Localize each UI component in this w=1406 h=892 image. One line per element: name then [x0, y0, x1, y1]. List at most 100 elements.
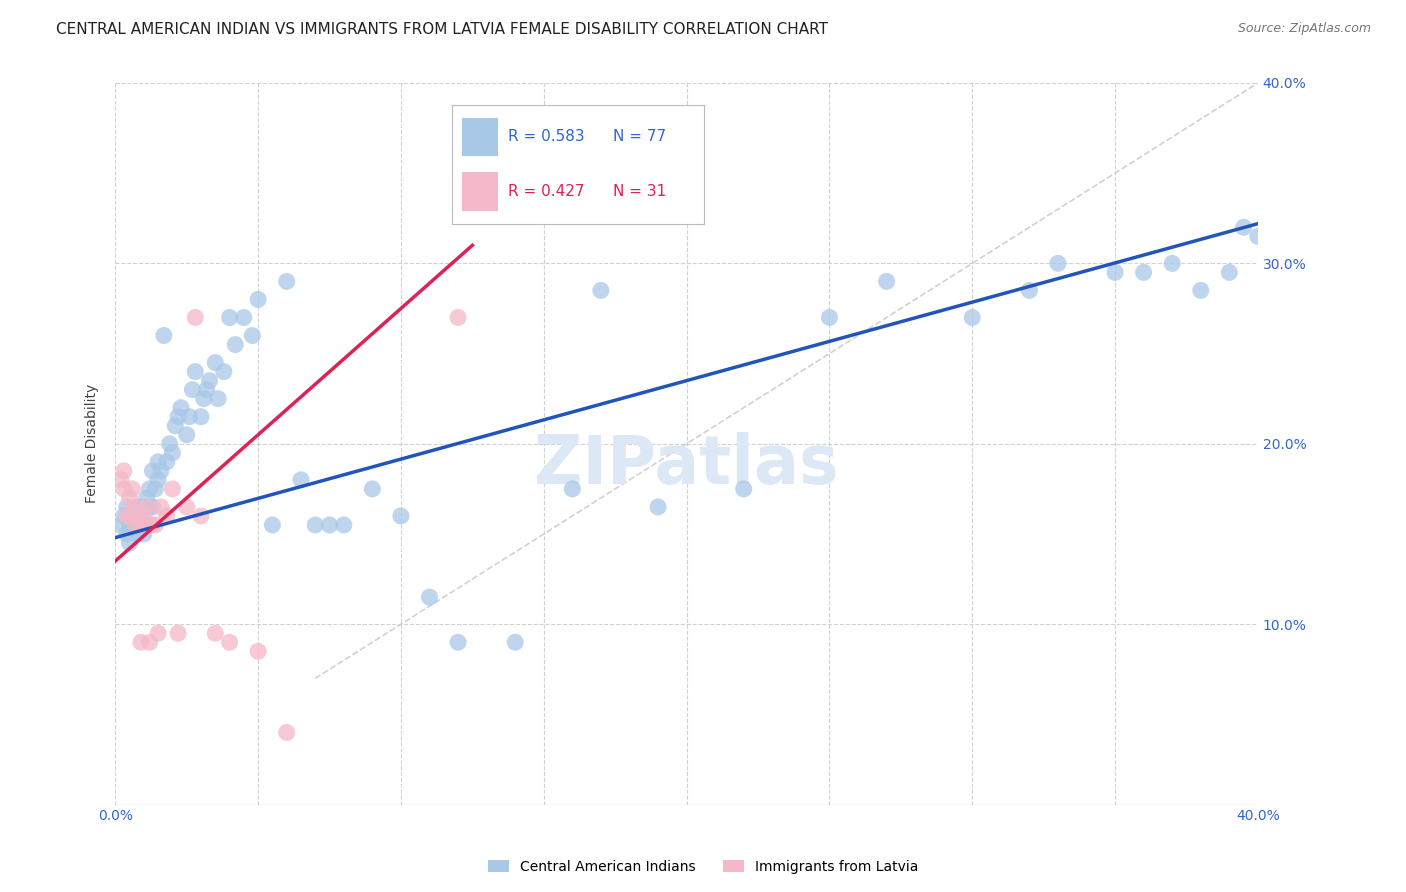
Point — [124, 518, 146, 533]
Point — [876, 274, 898, 288]
Point — [124, 518, 146, 533]
Point — [121, 518, 143, 533]
Point — [132, 508, 155, 523]
Point — [418, 590, 440, 604]
Point — [162, 482, 184, 496]
Point — [224, 337, 246, 351]
Point — [132, 518, 155, 533]
Point — [153, 328, 176, 343]
Point — [118, 536, 141, 550]
Point — [165, 418, 187, 433]
Point — [167, 626, 190, 640]
Point — [156, 508, 179, 523]
Point — [176, 427, 198, 442]
Point — [146, 626, 169, 640]
Point — [138, 635, 160, 649]
Point — [127, 500, 149, 514]
Point — [112, 508, 135, 523]
Point — [118, 508, 141, 523]
Legend: Central American Indians, Immigrants from Latvia: Central American Indians, Immigrants fro… — [481, 853, 925, 880]
Point — [1104, 265, 1126, 279]
Point — [218, 310, 240, 325]
Point — [135, 491, 157, 505]
Point — [156, 455, 179, 469]
Point — [112, 464, 135, 478]
Point — [204, 355, 226, 369]
Point — [127, 518, 149, 533]
Point — [733, 482, 755, 496]
Point — [135, 500, 157, 514]
Point — [149, 500, 172, 514]
Point — [118, 491, 141, 505]
Point — [149, 464, 172, 478]
Point — [110, 473, 132, 487]
Point — [143, 482, 166, 496]
Point — [118, 518, 141, 533]
Point — [141, 518, 163, 533]
Point — [207, 392, 229, 406]
Point — [218, 635, 240, 649]
Point — [1247, 229, 1270, 244]
Point — [132, 527, 155, 541]
Point — [121, 482, 143, 496]
Point — [146, 473, 169, 487]
Point — [162, 446, 184, 460]
Point — [127, 527, 149, 541]
Point — [118, 508, 141, 523]
Point — [112, 482, 135, 496]
Point — [159, 437, 181, 451]
Y-axis label: Female Disability: Female Disability — [86, 384, 100, 503]
Point — [1161, 256, 1184, 270]
Point — [115, 508, 138, 523]
Point — [276, 274, 298, 288]
Point — [129, 518, 152, 533]
Point — [204, 626, 226, 640]
Point — [184, 310, 207, 325]
Point — [361, 482, 384, 496]
Point — [167, 409, 190, 424]
Point — [1218, 265, 1240, 279]
Point — [1018, 284, 1040, 298]
Point — [333, 518, 356, 533]
Point — [129, 635, 152, 649]
Point — [318, 518, 340, 533]
Point — [1132, 265, 1154, 279]
Point — [146, 455, 169, 469]
Point — [115, 500, 138, 514]
Point — [129, 508, 152, 523]
Point — [190, 508, 212, 523]
Point — [242, 328, 264, 343]
Text: ZIPatlas: ZIPatlas — [534, 433, 839, 499]
Point — [138, 482, 160, 496]
Point — [115, 527, 138, 541]
Point — [190, 409, 212, 424]
Point — [503, 635, 526, 649]
Point — [447, 310, 470, 325]
Point — [247, 644, 270, 658]
Point — [198, 374, 221, 388]
Text: CENTRAL AMERICAN INDIAN VS IMMIGRANTS FROM LATVIA FEMALE DISABILITY CORRELATION : CENTRAL AMERICAN INDIAN VS IMMIGRANTS FR… — [56, 22, 828, 37]
Point — [141, 500, 163, 514]
Point — [589, 284, 612, 298]
Point — [290, 473, 312, 487]
Point — [132, 518, 155, 533]
Point — [127, 508, 149, 523]
Point — [110, 518, 132, 533]
Point — [181, 383, 204, 397]
Point — [647, 500, 669, 514]
Point — [960, 310, 983, 325]
Point — [176, 500, 198, 514]
Point — [1046, 256, 1069, 270]
Point — [184, 365, 207, 379]
Point — [1189, 284, 1212, 298]
Point — [447, 635, 470, 649]
Point — [304, 518, 326, 533]
Point — [170, 401, 193, 415]
Point — [124, 500, 146, 514]
Point — [141, 464, 163, 478]
Point — [276, 725, 298, 739]
Point — [1233, 220, 1256, 235]
Point — [561, 482, 583, 496]
Point — [138, 500, 160, 514]
Point — [193, 392, 215, 406]
